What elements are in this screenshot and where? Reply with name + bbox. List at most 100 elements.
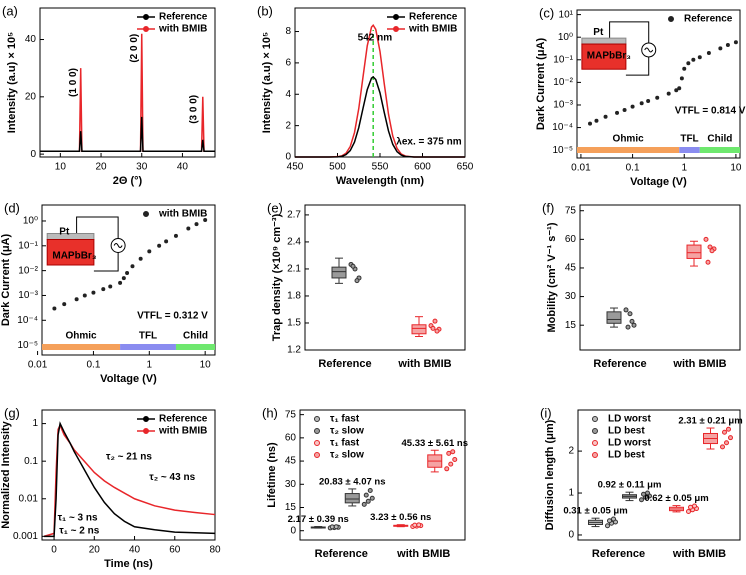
- legend-label: with BMIB: [408, 24, 457, 35]
- annotation: τ₂ ~ 43 ns: [149, 472, 195, 483]
- y-tick-label: 2: [568, 446, 574, 457]
- x-tick-label: 0.01: [28, 360, 48, 371]
- y-tick-label: 1: [32, 418, 38, 429]
- data-point: [726, 426, 731, 432]
- data-point: [679, 76, 684, 81]
- y-tick-label: 10⁻⁵: [17, 340, 38, 351]
- legend-marker: [592, 452, 598, 458]
- series-line: [295, 24, 465, 158]
- category-label: with BMIB: [396, 548, 450, 560]
- data-point: [91, 290, 96, 295]
- data-point: [365, 498, 371, 504]
- legend-marker: [143, 211, 149, 217]
- category-label: with BMIB: [672, 548, 726, 560]
- data-point: [62, 302, 67, 307]
- legend-marker: [143, 14, 149, 20]
- annotation: τ₁ ~ 2 ns: [59, 526, 99, 537]
- region-label: Ohmic: [613, 134, 645, 145]
- y-tick-label: 0.1: [24, 456, 38, 467]
- panel-label: (f): [542, 200, 554, 215]
- legend-label: LD best: [608, 426, 645, 437]
- data-point: [125, 271, 130, 276]
- data-point: [629, 318, 635, 324]
- x-tick-label: 30: [136, 162, 148, 173]
- data-point: [631, 322, 637, 328]
- y-tick-label: 0: [30, 149, 36, 160]
- data-point: [164, 239, 169, 244]
- panel-label: (d): [4, 200, 20, 215]
- data-point: [728, 435, 733, 441]
- inset-wire: [76, 216, 119, 272]
- data-point: [655, 95, 660, 100]
- value-label: 0.31 ± 0.05 μm: [563, 506, 627, 517]
- legend-label: τ₂ slow: [330, 450, 364, 461]
- category-label: with BMIB: [397, 358, 451, 370]
- series-line: [40, 116, 215, 153]
- data-point: [430, 325, 436, 331]
- legend-marker: [143, 26, 149, 32]
- legend-label: Reference: [159, 12, 208, 23]
- annotation: τ₂ ~ 21 ns: [106, 451, 152, 462]
- y-tick-label: 8: [285, 26, 291, 37]
- legend-marker: [314, 428, 320, 434]
- data-point: [692, 503, 697, 509]
- plot-frame: [577, 409, 741, 541]
- legend-marker: [314, 452, 320, 458]
- data-point: [603, 114, 608, 119]
- data-point: [630, 104, 635, 109]
- y-tick-label: 60: [565, 234, 577, 245]
- annotation: MAPbBr₃: [587, 51, 631, 62]
- data-point: [709, 248, 715, 254]
- inset-crystal: [581, 43, 627, 70]
- box: [344, 493, 360, 504]
- data-point: [686, 61, 691, 66]
- annotation: (3 0 0): [189, 95, 200, 124]
- value-label: 2.31 ± 0.21 μm: [678, 416, 742, 427]
- x-tick-label: 20: [95, 162, 107, 173]
- data-point: [682, 66, 687, 71]
- category-label: Reference: [318, 358, 371, 370]
- region-bar: [699, 147, 740, 153]
- legend-marker: [592, 440, 598, 446]
- legend-marker: [314, 416, 320, 422]
- legend-label: LD best: [608, 450, 645, 461]
- data-point: [622, 107, 627, 112]
- x-tick-label: 0.01: [571, 163, 591, 174]
- x-tick-label: 60: [169, 545, 181, 556]
- data-point: [369, 495, 375, 501]
- panel-label: (g): [4, 405, 20, 420]
- data-point: [639, 497, 644, 503]
- x-tick-label: 0: [51, 545, 57, 556]
- data-point: [718, 46, 723, 51]
- data-point: [361, 501, 367, 507]
- y-tick-label: 1: [568, 488, 574, 499]
- data-point: [666, 91, 671, 96]
- box: [606, 311, 622, 324]
- data-point: [625, 324, 631, 330]
- plot-frame: [576, 9, 741, 159]
- x-tick-label: 80: [209, 545, 221, 556]
- y-tick-label: 2.7: [287, 210, 301, 221]
- data-point: [121, 276, 126, 281]
- data-point: [448, 461, 454, 467]
- annotation: (1 0 0): [68, 68, 79, 97]
- x-tick-label: 600: [414, 162, 431, 173]
- region-label: Child: [183, 331, 208, 342]
- data-point: [367, 487, 373, 493]
- data-point: [147, 249, 152, 254]
- y-tick-label: 0: [568, 530, 574, 541]
- legend-label: τ₁ fast: [330, 414, 360, 425]
- y-tick-label: 1.5: [287, 318, 301, 329]
- y-tick-label: 0: [285, 152, 291, 163]
- y-axis-label: Lifetime (ns): [266, 442, 278, 508]
- y-tick-label: 2: [285, 120, 291, 131]
- x-tick-label: 10: [200, 360, 212, 371]
- data-point: [677, 86, 682, 91]
- legend-label: with BMIB: [158, 24, 207, 35]
- data-point: [101, 287, 106, 292]
- region-label: Ohmic: [65, 331, 97, 342]
- y-tick-label: 10⁻³: [553, 100, 573, 111]
- region-bar: [679, 147, 700, 153]
- category-label: Reference: [593, 358, 646, 370]
- legend-label: Reference: [159, 414, 208, 425]
